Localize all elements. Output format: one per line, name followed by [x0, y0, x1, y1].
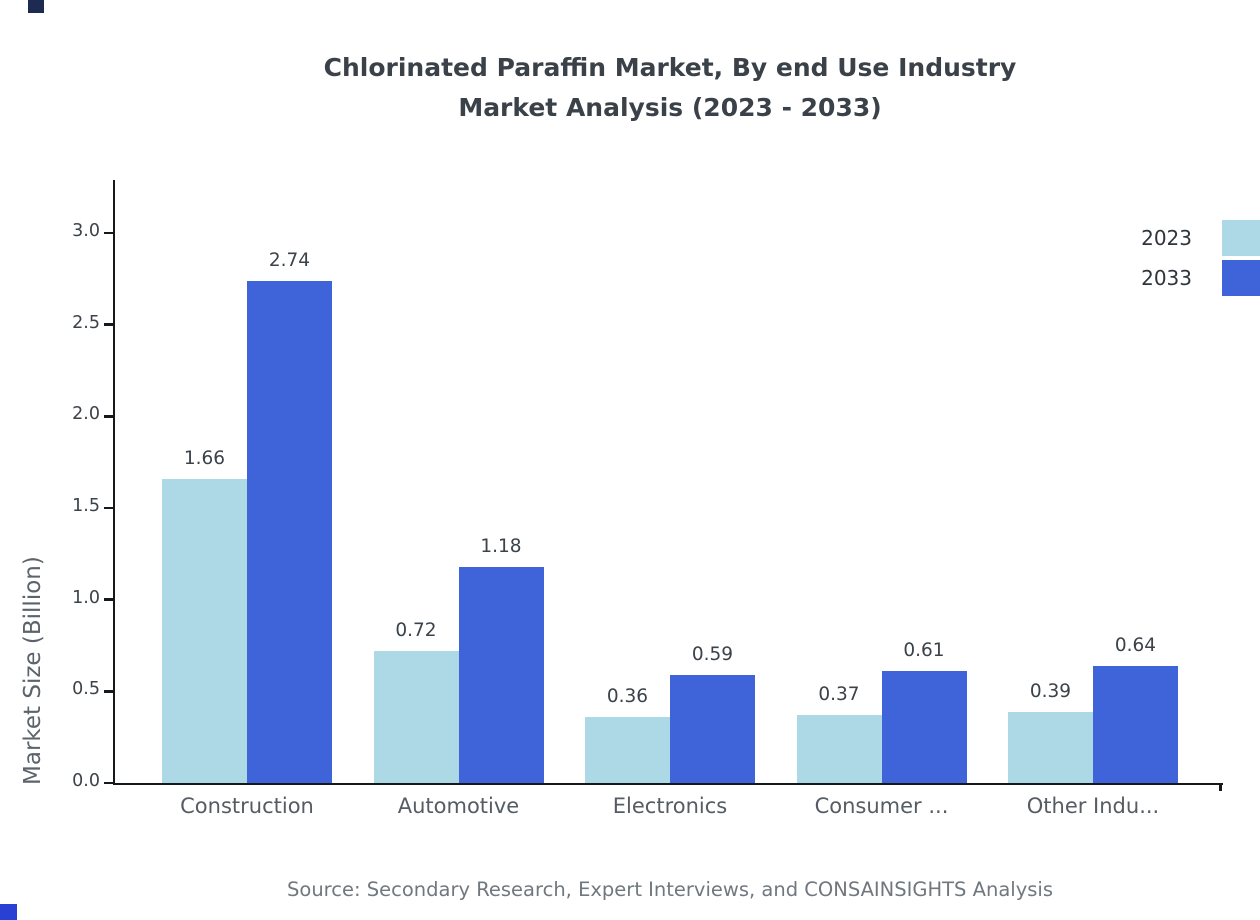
bottom-left-artifact — [0, 904, 17, 920]
legend-label: 2033 — [1141, 266, 1192, 290]
y-tick-mark — [104, 415, 113, 418]
bar-value-label: 0.39 — [1029, 680, 1072, 702]
y-tick-label: 0.0 — [72, 771, 100, 791]
bar-2033-electronics — [670, 674, 755, 783]
legend-item-2023: 2023 — [1141, 219, 1260, 257]
bar-value-label: 0.72 — [395, 620, 437, 641]
x-axis-end-tick — [1219, 785, 1222, 791]
y-axis-line — [112, 180, 115, 785]
x-category-label: Consumer ... — [814, 794, 949, 818]
bar-2023-electronics — [585, 717, 670, 783]
bar-value-label: 1.66 — [183, 447, 226, 469]
bar-2033-construction — [247, 280, 332, 783]
y-tick-mark — [104, 506, 113, 510]
legend-swatch — [1222, 220, 1260, 256]
x-category-label: Electronics — [612, 794, 728, 818]
bar-value-label: 2.74 — [268, 249, 311, 271]
bar-value-label: 0.36 — [606, 686, 649, 707]
bar-2023-construction — [162, 478, 247, 783]
bar-2023-consumer- — [796, 715, 882, 783]
legend-label: 2023 — [1141, 226, 1192, 250]
x-category-label: Construction — [180, 794, 314, 818]
x-category-label: Automotive — [397, 794, 520, 818]
bar-value-label: 0.64 — [1114, 634, 1157, 656]
y-tick-mark — [104, 781, 113, 785]
y-tick-label: 1.0 — [72, 587, 100, 608]
chart-title-line2: Market Analysis (2023 - 2033) — [458, 93, 882, 122]
bar-2033-consumer- — [881, 671, 967, 783]
y-tick-mark — [104, 598, 113, 601]
top-left-artifact — [28, 0, 44, 13]
bar-2033-other-indu- — [1093, 665, 1178, 783]
x-axis-line — [112, 782, 1223, 785]
y-tick-label: 0.5 — [72, 679, 100, 700]
chart-title: Chlorinated Paraffin Market, By end Use … — [0, 48, 1260, 128]
bar-2023-automotive — [373, 651, 459, 783]
bar-2023-other-indu- — [1008, 711, 1093, 783]
legend: 2023 2033 — [1141, 219, 1260, 299]
chart-title-line1: Chlorinated Paraffin Market, By end Use … — [323, 53, 1017, 82]
bar-value-label: 0.61 — [903, 640, 945, 662]
bar-value-label: 1.18 — [480, 535, 522, 557]
legend-swatch — [1222, 260, 1260, 296]
y-tick-label: 2.0 — [72, 404, 100, 425]
y-tick-mark — [104, 690, 113, 693]
bar-value-label: 0.59 — [691, 643, 734, 665]
y-tick-label: 1.5 — [72, 496, 100, 516]
y-tick-label: 2.5 — [72, 312, 100, 333]
y-tick-mark — [104, 231, 113, 235]
bar-value-label: 0.37 — [818, 684, 860, 706]
x-category-label: Other Indu... — [1026, 794, 1160, 818]
bar-2033-automotive — [458, 566, 544, 783]
source-note: Source: Secondary Research, Expert Inter… — [287, 878, 1053, 901]
legend-item-2033: 2033 — [1141, 259, 1260, 297]
y-tick-mark — [104, 323, 113, 326]
y-tick-label: 3.0 — [72, 221, 100, 241]
